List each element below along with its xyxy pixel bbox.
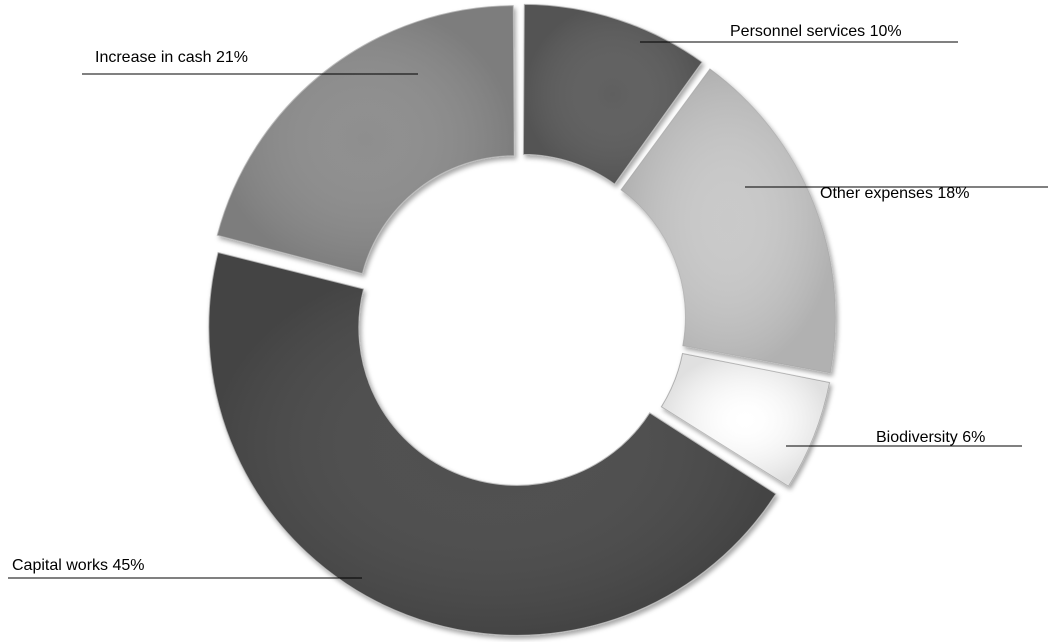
donut-slice-shade	[523, 4, 703, 185]
donut-slice-shade	[208, 252, 776, 636]
slice-label: Personnel services 10%	[730, 23, 902, 40]
donut-slice-group	[208, 251, 777, 636]
slice-label: Increase in cash 21%	[95, 49, 248, 66]
donut-slice-shade	[217, 5, 515, 274]
donut-slice-shade	[661, 353, 830, 487]
donut-slice-shade	[621, 68, 836, 373]
donut-slice-group	[660, 352, 831, 488]
slice-label: Other expenses 18%	[820, 185, 969, 202]
donut-slice-group	[620, 68, 836, 374]
slice-label: Biodiversity 6%	[876, 429, 985, 446]
slice-label: Capital works 45%	[12, 557, 145, 574]
donut-slice-group	[522, 3, 703, 185]
leader-lines-layer	[8, 41, 1048, 579]
labels-layer: Personnel services 10% Other expenses 18%…	[12, 23, 985, 574]
donut-slice-group	[216, 5, 515, 275]
slices-layer	[208, 3, 836, 636]
